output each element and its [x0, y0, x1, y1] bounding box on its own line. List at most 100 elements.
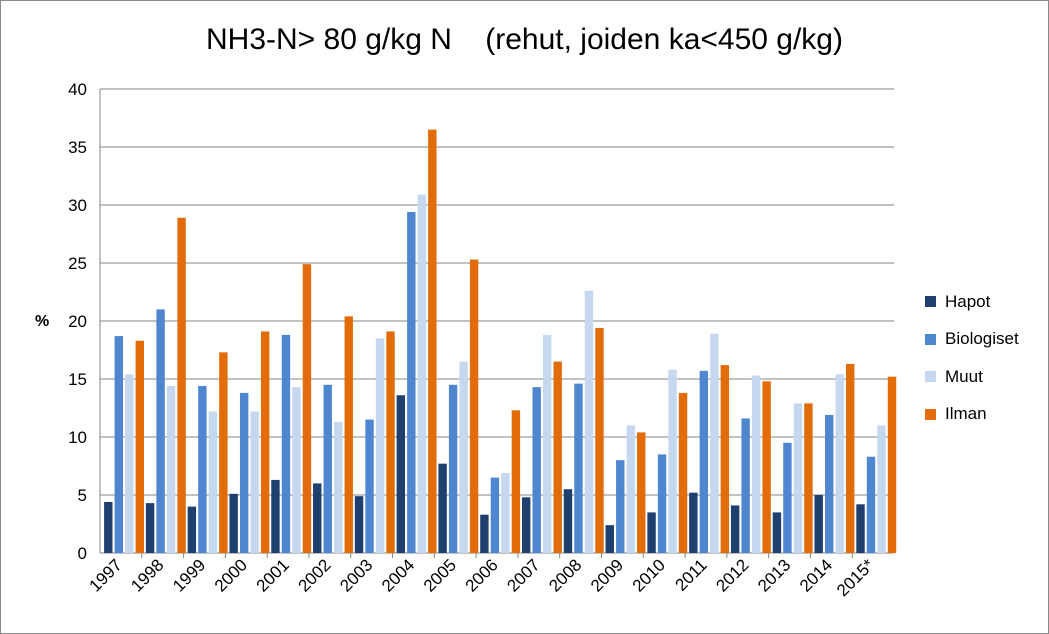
- legend-swatch: [925, 333, 936, 345]
- bar-muut-2008: [584, 290, 594, 553]
- bar-biologiset-1999: [198, 385, 207, 553]
- bar-biologiset-2003: [365, 419, 374, 553]
- bar-ilman-1999: [219, 352, 228, 553]
- legend-item-muut: Muut: [925, 358, 1019, 396]
- bar-hapot-1998: [145, 503, 155, 553]
- bar-hapot-2011: [689, 492, 698, 553]
- x-tick-label: 2002: [294, 555, 334, 595]
- bar-muut-2012: [751, 375, 761, 553]
- y-tick-label: 30: [68, 196, 87, 215]
- bar-biologiset-1997: [114, 336, 123, 553]
- bar-hapot-2014: [814, 495, 823, 553]
- bar-ilman-2006: [511, 410, 521, 553]
- bar-muut-1999: [208, 411, 218, 553]
- y-tick-label: 25: [68, 254, 87, 273]
- x-tick-label: 1998: [127, 555, 167, 595]
- bar-muut-2010: [668, 369, 677, 553]
- chart-legend: Hapot Biologiset Muut Ilman: [925, 283, 1019, 433]
- bar-muut-2003: [375, 338, 385, 553]
- bar-muut-2004: [417, 194, 427, 553]
- legend-item-ilman: Ilman: [925, 396, 1019, 434]
- x-tick-label: 2001: [253, 555, 293, 595]
- legend-label: Biologiset: [945, 329, 1019, 349]
- bar-hapot-2010: [647, 512, 656, 553]
- bar-ilman-2010: [678, 392, 688, 553]
- bar-biologiset-2015star: [866, 456, 876, 553]
- bar-biologiset-2004: [407, 211, 416, 553]
- bar-ilman-2008: [595, 327, 604, 553]
- bar-hapot-2006: [480, 514, 489, 553]
- x-tick-label: 2009: [587, 555, 627, 595]
- bar-biologiset-2000: [239, 392, 249, 553]
- bar-muut-2005: [459, 361, 468, 553]
- bar-muut-1997: [125, 374, 134, 553]
- bar-ilman-2012: [762, 381, 771, 553]
- bar-muut-2011: [710, 333, 719, 553]
- bar-biologiset-2009: [616, 460, 625, 553]
- bar-ilman-2000: [260, 331, 270, 553]
- legend-swatch: [925, 371, 936, 383]
- bar-ilman-2004: [428, 129, 437, 553]
- bar-ilman-1997: [135, 340, 144, 553]
- y-tick-label: 0: [78, 544, 87, 563]
- bar-biologiset-2013: [783, 442, 792, 553]
- legend-swatch: [925, 296, 936, 308]
- y-axis-label: %: [35, 313, 50, 330]
- bar-biologiset-2010: [657, 454, 667, 553]
- bar-ilman-2014: [846, 363, 855, 553]
- bar-biologiset-2012: [741, 418, 750, 553]
- bar-hapot-2009: [605, 525, 614, 553]
- legend-label: Ilman: [945, 404, 987, 424]
- bar-ilman-2002: [344, 316, 353, 553]
- bar-muut-2007: [542, 334, 552, 553]
- bar-hapot-2005: [438, 463, 447, 553]
- x-tick-label: 2003: [336, 555, 376, 595]
- x-tick-label: 1999: [169, 555, 209, 595]
- legend-item-biologiset: Biologiset: [925, 321, 1019, 359]
- bar-muut-2000: [250, 411, 259, 553]
- bar-ilman-2015star: [887, 376, 897, 553]
- x-tick-label: 2010: [629, 555, 669, 595]
- bar-ilman-2013: [804, 403, 813, 553]
- x-tick-label: 2007: [503, 555, 543, 595]
- bar-ilman-2009: [637, 432, 646, 553]
- y-tick-label: 35: [68, 138, 87, 157]
- x-tick-label: 2013: [754, 555, 794, 595]
- bar-muut-2001: [292, 387, 301, 553]
- bar-muut-2015star: [877, 425, 886, 553]
- bar-hapot-2002: [313, 483, 322, 553]
- bar-biologiset-1998: [156, 309, 165, 553]
- bar-muut-2009: [626, 425, 635, 553]
- x-tick-label: 2000: [211, 555, 251, 595]
- chart-title: NH3-N> 80 g/kg N (rehut, joiden ka<450 g…: [205, 23, 843, 56]
- y-tick-label: 10: [68, 428, 87, 447]
- legend-label: Hapot: [945, 291, 991, 311]
- bar-muut-2013: [793, 403, 803, 553]
- bar-biologiset-2005: [448, 384, 458, 553]
- bar-biologiset-2014: [825, 414, 834, 553]
- bar-biologiset-2002: [323, 384, 332, 553]
- y-tick-label: 20: [68, 312, 87, 331]
- bar-ilman-2005: [469, 259, 479, 553]
- bar-biologiset-2006: [490, 477, 500, 553]
- bar-muut-2014: [835, 374, 844, 553]
- bar-hapot-2007: [521, 497, 531, 553]
- bar-hapot-2012: [730, 505, 740, 553]
- bar-ilman-1998: [177, 217, 186, 553]
- bar-muut-2002: [334, 421, 343, 553]
- x-tick-label: 1997: [86, 555, 126, 595]
- y-tick-label: 5: [78, 486, 87, 505]
- bar-hapot-2000: [229, 493, 238, 553]
- bar-hapot-1997: [104, 501, 113, 553]
- x-tick-label: 2014: [796, 555, 836, 595]
- bar-biologiset-2001: [281, 334, 291, 553]
- bar-hapot-2008: [563, 489, 573, 553]
- x-tick-label: 2012: [712, 555, 752, 595]
- x-tick-label: 2005: [420, 555, 460, 595]
- legend-swatch: [925, 408, 936, 420]
- x-tick-label: 2015*: [833, 555, 878, 600]
- bar-muut-1998: [166, 385, 176, 553]
- bar-biologiset-2008: [574, 383, 583, 553]
